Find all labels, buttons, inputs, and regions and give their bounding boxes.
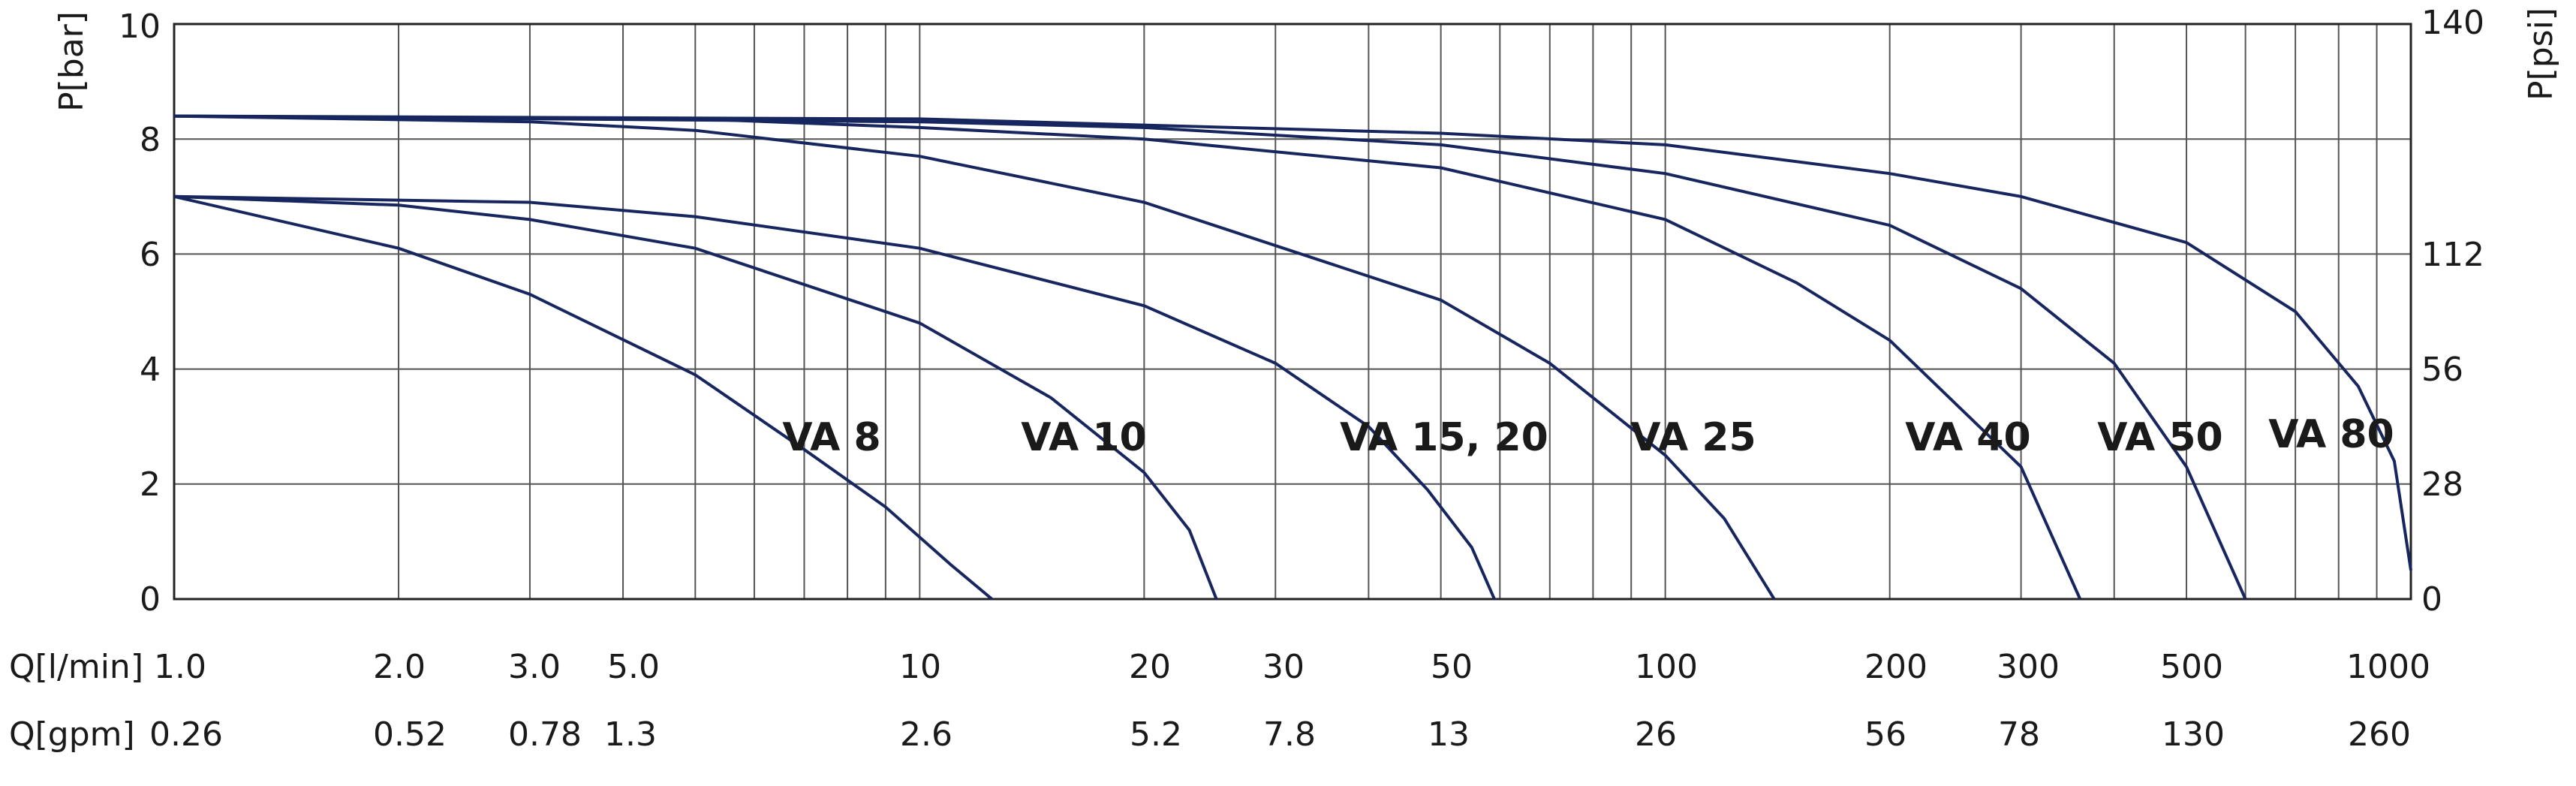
curve-va-50	[173, 114, 2247, 600]
x-tick-gpm: 56	[1864, 715, 1906, 754]
curve-labels: VA 8 VA 10 VA 15, 20 VA 25 VA 40 VA 50 V…	[782, 412, 2394, 460]
curve-label-va8: VA 8	[782, 415, 880, 460]
curve-label-va80: VA 80	[2268, 412, 2394, 457]
x-tick-lpm: 30	[1262, 648, 1305, 686]
right-tick-112: 112	[2421, 236, 2484, 274]
right-axis-ticks: 0 28 56 112 140	[2421, 4, 2484, 619]
x-tick-lpm: 100	[1635, 648, 1698, 686]
left-tick-4: 4	[140, 351, 161, 389]
x-tick-gpm: 260	[2348, 715, 2411, 754]
curve-label-va50: VA 50	[2097, 415, 2222, 460]
curve-label-va15-20: VA 15, 20	[1340, 415, 1548, 460]
x-tick-gpm: 13	[1428, 715, 1470, 754]
left-tick-6: 6	[140, 236, 161, 274]
x-axis-lpm-label: Q[l/min]	[9, 648, 143, 686]
left-tick-10: 10	[119, 8, 161, 46]
x-tick-gpm: 0.26	[149, 715, 223, 754]
x-axis-gpm-label: Q[gpm]	[9, 715, 135, 754]
curve-va-8	[173, 194, 993, 601]
x-tick-gpm: 130	[2162, 715, 2225, 754]
curve-label-va10: VA 10	[1021, 415, 1146, 460]
x-tick-lpm: 300	[1997, 648, 2060, 686]
x-tick-gpm: 5.2	[1130, 715, 1182, 754]
curve-va-25	[173, 114, 1776, 601]
x-axis-lpm-row: Q[l/min] 1.0 2.0 3.0 5.0 10 20 30 50 100…	[9, 648, 2430, 686]
left-axis-title: P[bar]	[53, 11, 91, 112]
x-tick-lpm: 5.0	[607, 648, 660, 686]
curve-va-15-20	[173, 194, 1496, 600]
curve-va-80	[173, 114, 2412, 571]
right-tick-0: 0	[2421, 580, 2442, 619]
x-tick-gpm: 7.8	[1263, 715, 1316, 754]
right-tick-56: 56	[2421, 351, 2463, 389]
right-axis-title: P[psi]	[2522, 8, 2560, 101]
right-tick-28: 28	[2421, 465, 2463, 504]
curve-va-10	[173, 194, 1218, 600]
x-tick-lpm: 20	[1129, 648, 1171, 686]
x-tick-lpm: 1000	[2346, 648, 2430, 686]
curve-label-va40: VA 40	[1905, 415, 2030, 460]
curve-label-va25: VA 25	[1630, 415, 1756, 460]
x-tick-lpm: 500	[2160, 648, 2223, 686]
left-axis-ticks: 0 2 4 6 8 10	[119, 8, 161, 619]
x-tick-lpm: 10	[899, 648, 941, 686]
left-tick-8: 8	[140, 121, 161, 159]
x-tick-lpm: 50	[1431, 648, 1473, 686]
x-tick-lpm: 3.0	[508, 648, 561, 686]
x-tick-gpm: 2.6	[900, 715, 952, 754]
right-tick-140: 140	[2421, 4, 2484, 42]
x-tick-lpm: 2.0	[373, 648, 426, 686]
x-tick-gpm: 0.78	[508, 715, 582, 754]
curves	[173, 114, 2412, 601]
x-tick-gpm: 0.52	[373, 715, 447, 754]
x-tick-lpm: 1.0	[154, 648, 206, 686]
x-tick-gpm: 78	[1998, 715, 2040, 754]
x-tick-lpm: 200	[1864, 648, 1927, 686]
left-tick-2: 2	[140, 465, 161, 504]
x-axis-gpm-row: Q[gpm] 0.26 0.52 0.78 1.3 2.6 5.2 7.8 13…	[9, 715, 2411, 754]
x-tick-gpm: 1.3	[604, 715, 657, 754]
plot-frame	[173, 23, 2412, 601]
curve-va-40	[173, 114, 2082, 600]
x-tick-gpm: 26	[1635, 715, 1677, 754]
left-tick-0: 0	[140, 580, 161, 619]
